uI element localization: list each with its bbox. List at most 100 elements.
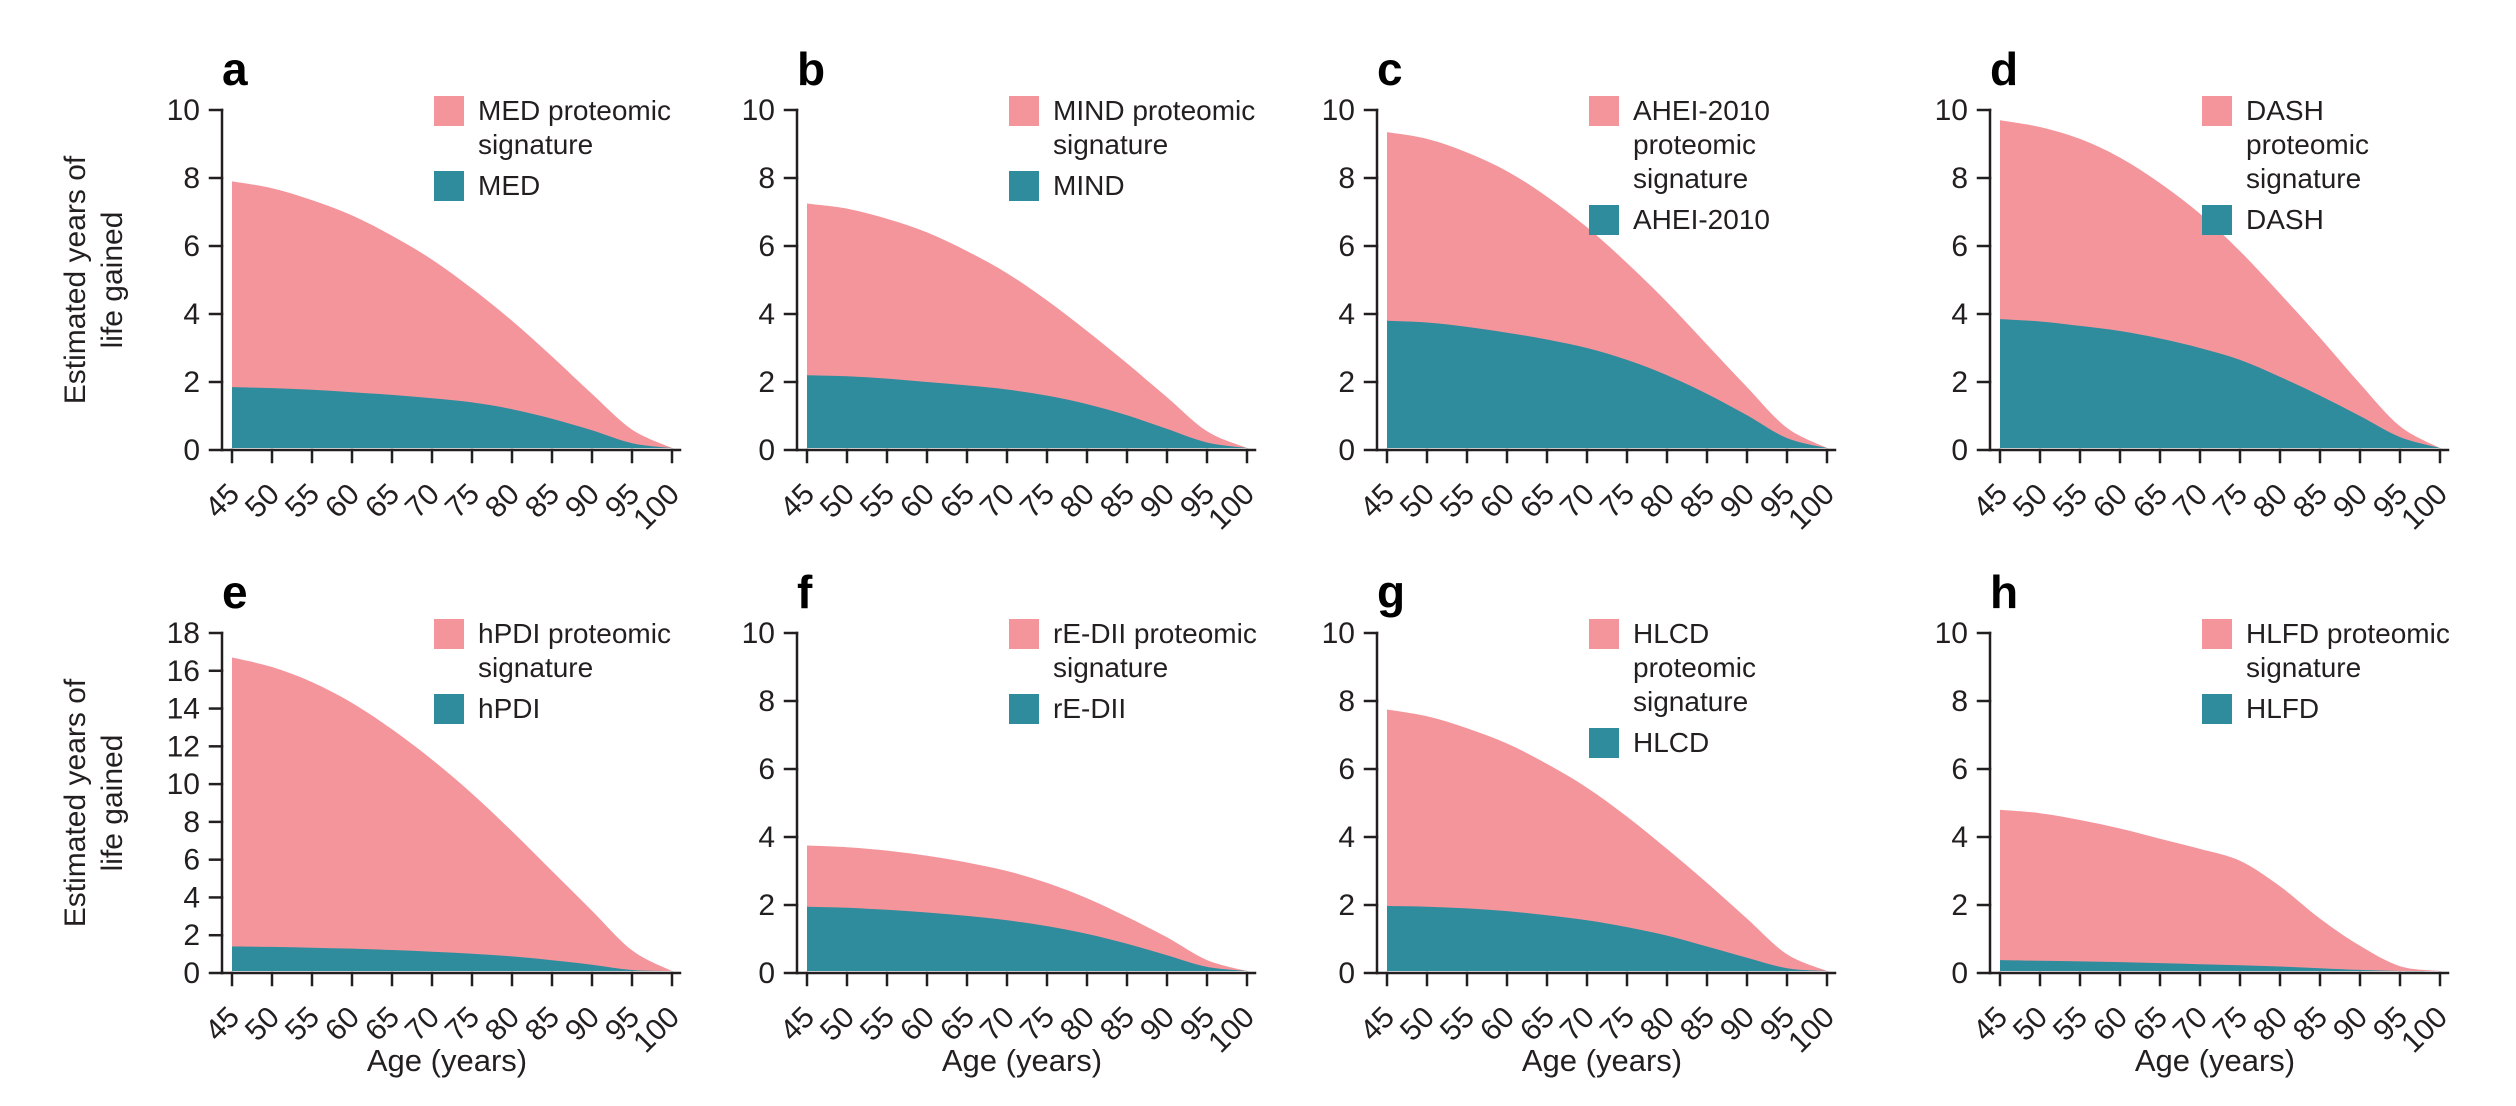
index-swatch [2202,694,2232,724]
y-tick-label: 18 [167,621,200,650]
y-tick-label: 14 [167,693,200,726]
index-area [807,906,1247,971]
y-tick-label: 2 [183,919,200,952]
legend-label: MED [478,170,541,201]
y-tick-label: 0 [1338,434,1355,467]
legend: HLCD proteomic signature HLCD [1589,617,1837,760]
y-tick-label: 4 [1951,821,1968,854]
y-tick-label: 6 [758,753,775,786]
y-tick-label: 12 [167,730,200,763]
y-tick-label: 4 [1951,298,1968,331]
y-tick-label: 0 [1951,957,1968,990]
legend-entry-signature: HLFD proteomic signature [2202,617,2450,685]
signature-swatch [1589,619,1619,649]
index-area [2000,319,2440,448]
index-swatch [434,171,464,201]
y-tick-label: 6 [183,844,200,877]
y-tick-label: 2 [1951,366,1968,399]
index-swatch [1589,205,1619,235]
panel-letter: g [1377,566,1407,618]
signature-swatch [2202,619,2232,649]
legend-label: rE-DII proteomic signature [1053,618,1257,683]
signature-area [1387,709,1827,971]
legend-entry-index: hPDI [434,692,671,726]
signature-area [232,657,672,971]
legend-label: hPDI proteomic signature [478,618,671,683]
legend-label: HLFD [2246,693,2320,724]
y-tick-label: 8 [183,162,200,195]
signature-swatch [1589,96,1619,126]
panel-g: g 0 2 4 6 8 10 45 50 55 60 65 70 75 80 85 90 95 100 HLCD … [1217,553,1837,1083]
y-tick-label: 2 [1951,889,1968,922]
panel-f: f 0 2 4 6 8 10 45 50 55 60 65 70 75 80 85 90 95 100 rE-DI… [637,553,1257,1083]
y-tick-label: 8 [183,806,200,839]
legend: MED proteomic signature MED [434,94,671,203]
y-tick-label: 6 [183,230,200,263]
panel-c: c 0 2 4 6 8 10 45 50 55 60 65 70 75 80 85 90 95 100 AHEI-… [1217,30,1837,560]
y-tick-label: 10 [742,621,775,650]
y-tick-label: 4 [183,881,200,914]
y-tick-label: 10 [1935,621,1968,650]
y-tick-label: 6 [758,230,775,263]
index-swatch [1589,728,1619,758]
legend-entry-signature: DASH proteomic signature [2202,94,2450,196]
y-tick-label: 10 [167,768,200,801]
legend-entry-index: HLFD [2202,692,2450,726]
legend-label: AHEI-2010 [1633,204,1770,235]
legend: rE-DII proteomic signature rE-DII [1009,617,1257,726]
legend: MIND proteomic signature MIND [1009,94,1255,203]
legend-entry-index: MED [434,169,671,203]
x-axis-title: Age (years) [366,1043,528,1078]
y-tick-label: 8 [1338,162,1355,195]
x-tick-label: 100 [2395,478,2450,537]
axes [208,631,682,987]
index-swatch [1009,171,1039,201]
y-tick-label: 8 [1338,685,1355,718]
y-tick-labels: 0 2 4 6 8 10 [1322,621,1355,990]
panel-letter: a [222,43,249,95]
signature-swatch [1009,96,1039,126]
panel-h: h 0 2 4 6 8 10 45 50 55 60 65 70 75 80 85 90 95 100 HLFD … [1830,553,2450,1083]
y-tick-label: 2 [1338,366,1355,399]
axes [783,108,1257,464]
panel-letter: d [1990,43,2020,95]
legend-label: DASH [2246,204,2324,235]
legend: AHEI-2010 proteomic signature AHEI-2010 [1589,94,1837,237]
y-tick-label: 4 [1338,821,1355,854]
legend: hPDI proteomic signature hPDI [434,617,671,726]
y-tick-label: 0 [758,434,775,467]
panel-letter: b [797,43,827,95]
y-tick-label: 2 [183,366,200,399]
y-tick-label: 2 [758,366,775,399]
axes [783,631,1257,987]
y-tick-labels: 0 2 4 6 8 10 [1935,621,1968,990]
legend-label: HLCD proteomic signature [1633,618,1756,717]
signature-swatch [2202,96,2232,126]
index-area [1387,320,1827,448]
legend-label: MED proteomic signature [478,95,671,160]
axes [1976,631,2450,987]
y-tick-label: 0 [183,434,200,467]
y-tick-label: 6 [1951,753,1968,786]
y-tick-label: 0 [183,957,200,990]
signature-swatch [434,619,464,649]
y-tick-label: 0 [1338,957,1355,990]
y-tick-label: 0 [1951,434,1968,467]
legend-entry-index: DASH [2202,203,2450,237]
signature-area [2000,809,2440,971]
index-area [232,946,672,971]
y-tick-labels: 0 2 4 6 8 10 [1322,98,1355,467]
y-tick-label: 6 [1951,230,1968,263]
legend-label: HLFD proteomic signature [2246,618,2450,683]
y-tick-label: 8 [758,162,775,195]
x-axis-title: Age (years) [1521,1043,1683,1078]
axes [1363,631,1837,987]
